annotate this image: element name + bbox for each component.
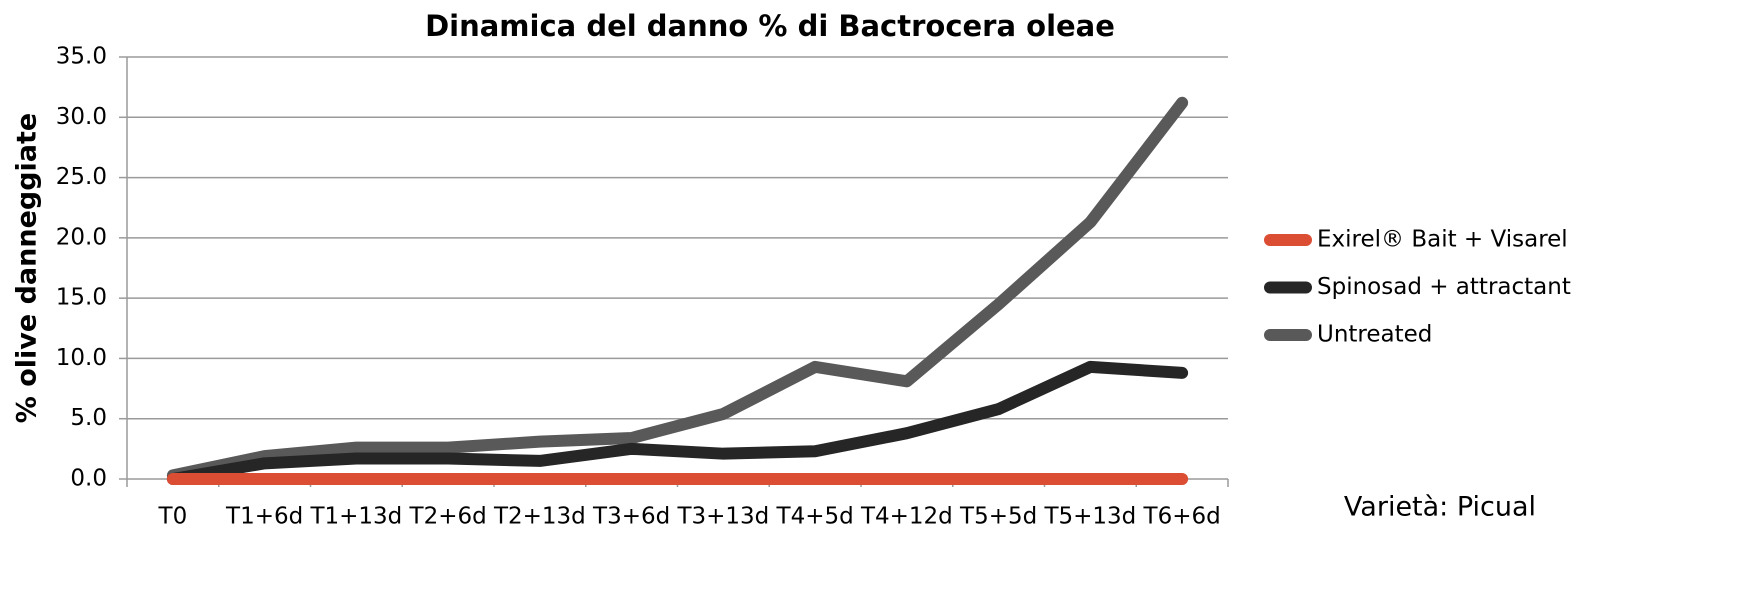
y-tick-label: 0.0 [70, 466, 107, 492]
y-tick-label: 35.0 [56, 44, 107, 70]
chart-title: Dinamica del danno % di Bactrocera oleae [425, 9, 1115, 43]
series-line [166, 96, 1189, 482]
x-tick-label: T6+6d [1143, 504, 1221, 530]
y-tick-label: 5.0 [70, 405, 107, 431]
x-tick-label: T5+5d [959, 504, 1037, 530]
legend-label: Exirel® Bait + Visarel [1317, 227, 1568, 253]
y-axis-label: % olive danneggiate [12, 113, 43, 423]
y-tick-label: 15.0 [56, 285, 107, 311]
x-tick-label: T1+13d [309, 504, 402, 530]
x-tick-label: T2+13d [493, 504, 586, 530]
x-tick-label: T1+6d [225, 504, 303, 530]
x-tick-label: T4+5d [776, 504, 854, 530]
series-line [166, 360, 1189, 485]
y-tick-label: 20.0 [56, 224, 107, 250]
y-tick-label: 10.0 [56, 345, 107, 371]
x-tick-label: T5+13d [1043, 504, 1136, 530]
x-tick-label: T3+6d [592, 504, 670, 530]
legend-label: Untreated [1317, 322, 1432, 348]
x-tick-label: T3+13d [676, 504, 769, 530]
y-tick-label: 25.0 [56, 164, 107, 190]
y-tick-label: 30.0 [56, 104, 107, 130]
x-tick-label: T0 [158, 504, 188, 530]
x-tick-label: T4+12d [860, 504, 953, 530]
legend-label: Spinosad + attractant [1317, 274, 1571, 300]
annotation: Varietà: Picual [1344, 492, 1536, 523]
x-tick-label: T2+6d [409, 504, 487, 530]
